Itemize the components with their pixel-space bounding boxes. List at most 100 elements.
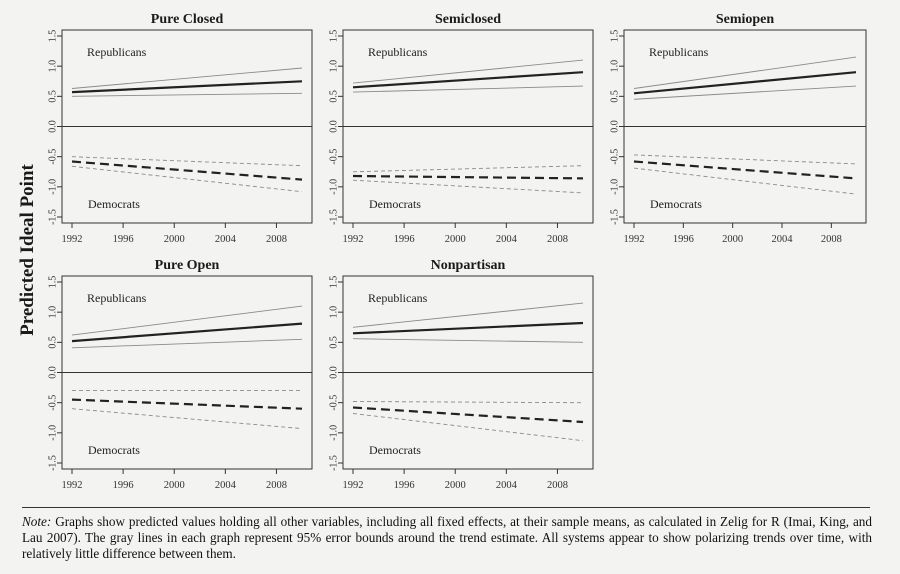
democrats-lower-bound: [71, 165, 303, 193]
y-tick-label: -1.5: [329, 455, 340, 471]
republicans-upper-bound: [352, 59, 584, 84]
republicans-upper-bound: [352, 302, 584, 328]
republicans-estimate-line: [352, 71, 584, 89]
democrats-estimate-line: [633, 160, 857, 180]
x-tick-label: 1996: [394, 234, 415, 245]
x-tick-label: 1992: [624, 234, 645, 245]
republicans-label: Republicans: [87, 45, 147, 59]
democrats-estimate-line: [352, 174, 584, 180]
democrats-lower-bound: [71, 408, 303, 430]
y-tick-label: -1.0: [48, 179, 59, 195]
x-tick-label: 1992: [62, 480, 83, 491]
y-tick-label: -1.0: [610, 179, 621, 195]
x-tick-label: 1992: [343, 234, 364, 245]
y-tick-label: 1.5: [48, 276, 59, 289]
figure-note: Note: Graphs show predicted values holdi…: [22, 514, 872, 562]
panel-title: Nonpartisan: [431, 258, 506, 273]
note-text: Graphs show predicted values holding all…: [22, 514, 872, 561]
x-tick-label: 2004: [215, 234, 237, 245]
x-tick-label: 1992: [343, 480, 364, 491]
x-tick-label: 2008: [547, 480, 568, 491]
x-tick-label: 2004: [496, 480, 518, 491]
x-tick-label: 2008: [266, 234, 287, 245]
x-tick-label: 2004: [215, 480, 237, 491]
y-tick-label: 1.5: [329, 276, 340, 289]
y-tick-label: -0.5: [48, 395, 59, 411]
panel-title: Pure Closed: [151, 12, 224, 27]
democrats-estimate-line: [352, 406, 584, 424]
republicans-estimate-line: [633, 71, 857, 95]
x-tick-label: 2004: [496, 234, 518, 245]
x-tick-label: 1992: [62, 234, 83, 245]
y-tick-label: -1.5: [48, 209, 59, 225]
x-tick-label: 2000: [445, 480, 466, 491]
republicans-label: Republicans: [368, 291, 428, 305]
democrats-lower-bound: [352, 413, 584, 442]
republicans-label: Republicans: [368, 45, 428, 59]
y-tick-label: -1.0: [48, 425, 59, 441]
y-tick-label: -0.5: [329, 149, 340, 165]
democrats-estimate-line: [71, 398, 303, 410]
y-tick-label: 0.5: [48, 336, 59, 349]
republicans-lower-bound: [71, 92, 303, 97]
democrats-lower-bound: [633, 167, 857, 195]
republicans-upper-bound: [71, 67, 303, 89]
x-tick-label: 2000: [445, 234, 466, 245]
democrats-upper-bound: [71, 156, 303, 167]
x-tick-label: 2004: [772, 234, 794, 245]
democrats-upper-bound: [352, 401, 584, 404]
panel-title: Semiopen: [716, 12, 775, 27]
republicans-label: Republicans: [649, 45, 709, 59]
y-tick-label: -1.5: [329, 209, 340, 225]
y-tick-label: -1.5: [610, 209, 621, 225]
democrats-label: Democrats: [88, 443, 140, 457]
y-tick-label: 0.0: [610, 120, 621, 133]
y-tick-label: 1.5: [329, 30, 340, 43]
y-tick-label: -1.0: [329, 179, 340, 195]
democrats-label: Democrats: [650, 197, 702, 211]
note-divider: [22, 507, 870, 508]
democrats-lower-bound: [352, 179, 584, 194]
republicans-estimate-line: [71, 322, 303, 343]
x-tick-label: 2000: [722, 234, 743, 245]
y-tick-label: -0.5: [610, 149, 621, 165]
republicans-estimate-line: [352, 321, 584, 335]
y-tick-label: 1.0: [610, 60, 621, 73]
x-tick-label: 2000: [164, 480, 185, 491]
y-tick-label: -1.0: [329, 425, 340, 441]
democrats-upper-bound: [352, 165, 584, 173]
republicans-estimate-line: [71, 80, 303, 94]
y-tick-label: 1.0: [48, 306, 59, 319]
republicans-upper-bound: [633, 56, 857, 89]
x-tick-label: 2008: [821, 234, 842, 245]
y-tick-label: 0.0: [329, 120, 340, 133]
republicans-label: Republicans: [87, 291, 147, 305]
republicans-upper-bound: [71, 305, 303, 336]
y-tick-label: 1.5: [610, 30, 621, 43]
y-tick-label: 0.5: [329, 90, 340, 103]
y-tick-label: 0.5: [48, 90, 59, 103]
y-tick-label: 0.0: [329, 366, 340, 379]
democrats-label: Democrats: [88, 197, 140, 211]
x-tick-label: 1996: [113, 234, 134, 245]
panel-title: Semiclosed: [435, 12, 501, 27]
x-tick-label: 1996: [673, 234, 694, 245]
republicans-lower-bound: [633, 85, 857, 100]
y-tick-label: 0.5: [329, 336, 340, 349]
note-label: Note:: [22, 514, 52, 529]
y-tick-label: 1.0: [48, 60, 59, 73]
panel-title: Pure Open: [155, 258, 220, 273]
x-tick-label: 2000: [164, 234, 185, 245]
y-tick-label: 1.0: [329, 306, 340, 319]
republicans-lower-bound: [352, 85, 584, 93]
republicans-lower-bound: [352, 338, 584, 343]
x-tick-label: 1996: [394, 480, 415, 491]
democrats-label: Democrats: [369, 443, 421, 457]
democrats-upper-bound: [633, 154, 857, 165]
y-tick-label: 1.0: [329, 60, 340, 73]
